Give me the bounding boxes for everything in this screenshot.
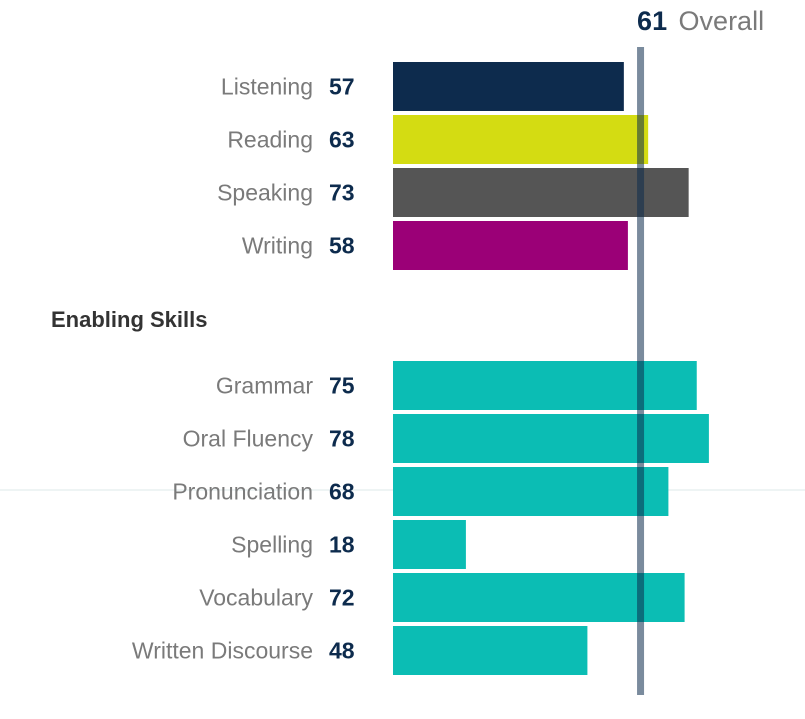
score-grammar: 75 [329,373,355,399]
bar-oral-fluency [393,414,709,463]
score-listening: 57 [329,74,355,100]
bar-vocabulary [393,573,685,622]
skill-label-vocabulary: Vocabulary [199,585,313,611]
skill-label-speaking: Speaking [217,180,313,206]
bars-layer [393,62,709,675]
skill-label-written-discourse: Written Discourse [132,638,313,664]
score-written-discourse: 48 [329,638,355,664]
overall-label: Overall [679,6,765,36]
score-writing: 58 [329,233,355,259]
score-spelling: 18 [329,532,355,558]
labels-layer: Listening 57 Reading 63 Speaking 73 Writing 58 E… [51,74,355,664]
score-speaking: 73 [329,180,355,206]
skill-label-spelling: Spelling [231,532,313,558]
bar-writing [393,221,628,270]
skill-label-pronunciation: Pronunciation [172,479,313,505]
overall-score-heading: 61 Overall [637,6,764,36]
bar-reading [393,115,649,164]
score-reading: 63 [329,127,355,153]
skill-label-listening: Listening [221,74,313,100]
bar-grammar [393,361,697,410]
score-vocabulary: 72 [329,585,355,611]
score-oral-fluency: 78 [329,426,355,452]
score-pronunciation: 68 [329,479,355,505]
skill-label-reading: Reading [227,127,313,153]
bar-speaking [393,168,689,217]
bar-pronunciation [393,467,669,516]
skill-label-grammar: Grammar [216,373,313,399]
bar-spelling [393,520,466,569]
bar-written-discourse [393,626,588,675]
overall-line [637,47,645,695]
section-title: Enabling Skills [51,307,207,332]
skill-label-oral-fluency: Oral Fluency [183,426,314,452]
overall-value: 61 [637,6,667,36]
skill-label-writing: Writing [242,233,313,259]
bar-listening [393,62,624,111]
